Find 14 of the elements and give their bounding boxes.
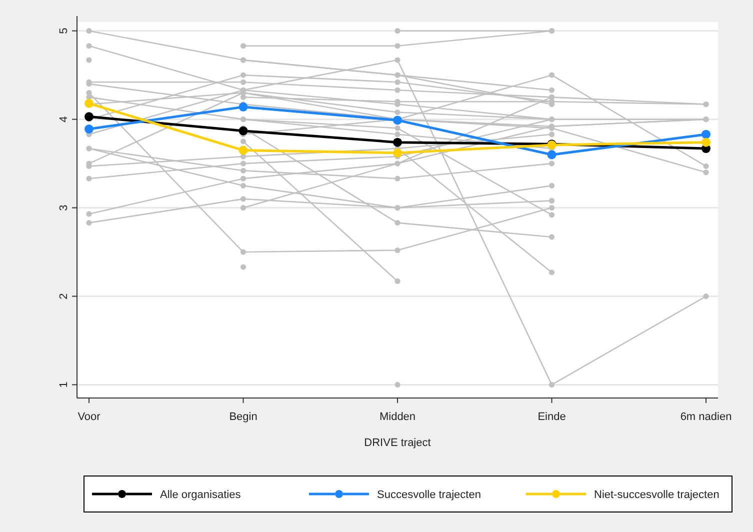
legend-label: Succesvolle trajecten: [377, 489, 481, 501]
x-axis-title: DRIVE traject: [364, 437, 431, 449]
x-tick-label: Begin: [229, 411, 258, 423]
legend-label: Niet-succesvolle trajecten: [594, 489, 720, 501]
x-tick-label: Midden: [379, 411, 416, 423]
y-tick-label: 2: [58, 293, 70, 300]
x-tick-label: 6m nadien: [680, 411, 732, 423]
x-tick-label: Voor: [78, 411, 101, 423]
y-tick-label: 4: [58, 116, 70, 122]
y-tick-label: 1: [58, 382, 70, 388]
x-tick-label: Einde: [538, 411, 566, 423]
y-tick-label: 3: [58, 204, 70, 211]
legend-label: Alle organisaties: [160, 489, 242, 501]
y-tick-label: 5: [58, 28, 70, 34]
